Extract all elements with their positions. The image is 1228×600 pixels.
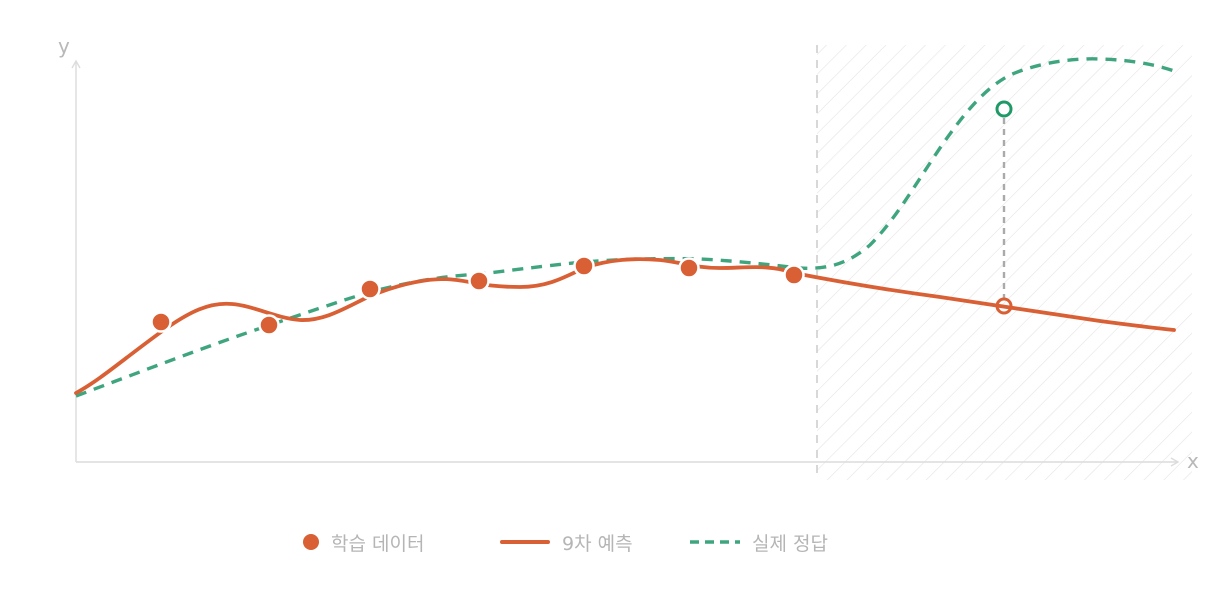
training-point <box>258 314 280 336</box>
legend-label: 실제 정답 <box>752 532 828 555</box>
legend: 학습 데이터 9차 예측 실제 정답 <box>0 522 1228 562</box>
truth-curve <box>75 57 1175 398</box>
y-axis-label: y <box>58 34 70 58</box>
dashed-line-icon <box>690 540 740 544</box>
training-point <box>678 257 700 279</box>
legend-label: 학습 데이터 <box>331 532 425 555</box>
predicted-value-marker <box>995 297 1013 315</box>
solid-line-icon <box>500 540 550 544</box>
actual-value-marker <box>995 100 1013 118</box>
legend-item-prediction: 9차 예측 <box>500 522 633 562</box>
training-point <box>150 311 172 333</box>
chart-canvas: y x <box>58 34 1199 480</box>
legend-label: 9차 예측 <box>562 532 633 555</box>
prediction-curve <box>74 257 1176 395</box>
x-axis-label: x <box>1187 449 1199 473</box>
y-axis <box>71 59 81 462</box>
training-point <box>783 264 805 286</box>
training-point <box>573 255 595 277</box>
legend-item-ground-truth: 실제 정답 <box>690 522 828 562</box>
training-point <box>359 278 381 300</box>
legend-item-training-data: 학습 데이터 <box>303 522 424 562</box>
dot-marker-icon <box>303 534 319 550</box>
x-axis <box>76 457 1180 467</box>
training-point <box>468 270 490 292</box>
training-points <box>150 255 805 336</box>
